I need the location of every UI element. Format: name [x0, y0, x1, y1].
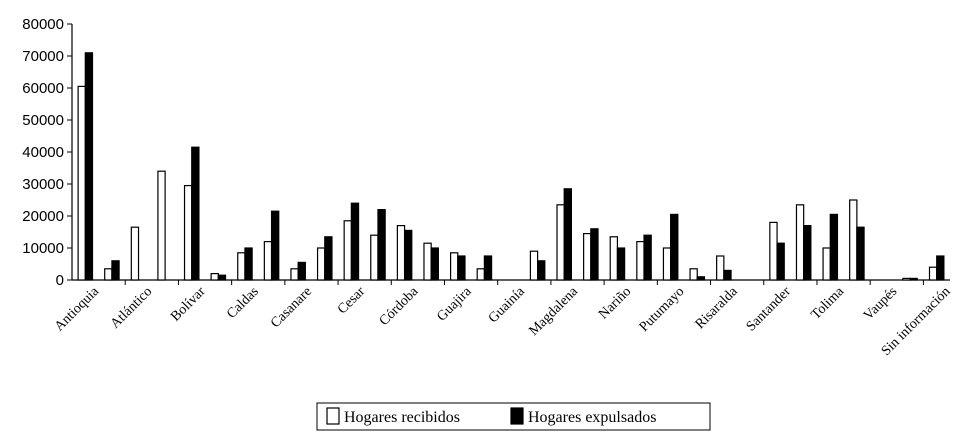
bar-hogares-recibidos	[210, 273, 219, 281]
bar-hogares-recibidos	[902, 277, 911, 281]
bar-hogares-recibidos	[77, 85, 86, 281]
bar-hogares-recibidos	[849, 199, 858, 281]
category-label: Santander	[744, 284, 794, 334]
bars	[77, 52, 945, 281]
bar-hogares-expulsados	[616, 247, 626, 281]
bar-hogares-expulsados	[84, 52, 94, 281]
bar-hogares-expulsados	[590, 228, 599, 281]
bar-hogares-recibidos	[556, 204, 565, 281]
y-tick-label: 0	[56, 272, 64, 289]
bar-hogares-expulsados	[217, 274, 227, 281]
y-tick-label: 80000	[22, 16, 64, 33]
bar-hogares-recibidos	[423, 242, 432, 281]
legend: Hogares recibidos Hogares expulsados	[316, 402, 711, 431]
legend-swatch-hogares-expulsados	[510, 407, 524, 425]
category-label: Putumayo	[637, 284, 688, 335]
bar-hogares-recibidos	[928, 266, 938, 281]
bar-hogares-expulsados	[829, 213, 839, 281]
bar-hogares-expulsados	[430, 247, 439, 281]
y-tick-label: 70000	[22, 48, 64, 65]
bar-hogares-expulsados	[563, 188, 573, 281]
category-label: Tolima	[809, 284, 848, 323]
y-tick-label: 20000	[22, 208, 64, 225]
category-label: Casanare	[268, 284, 315, 331]
bar-hogares-expulsados	[191, 146, 200, 281]
bar-hogares-expulsados	[776, 242, 785, 281]
x-ticks	[124, 280, 924, 285]
bar-hogares-recibidos	[290, 268, 299, 281]
bar-hogares-expulsados	[483, 255, 493, 281]
bar-hogares-recibidos	[529, 250, 539, 281]
bar-hogares-expulsados	[643, 234, 652, 281]
y-ticks: 0 10000 20000 30000 40000 50000 60000 70000 8000…	[22, 16, 72, 289]
category-label: Guainía	[486, 284, 528, 326]
bar-hogares-recibidos	[716, 255, 725, 281]
category-label: Vaupés	[861, 284, 900, 323]
bar-hogares-expulsados	[244, 247, 253, 281]
bar-hogares-recibidos	[343, 220, 352, 281]
bar-hogares-recibidos	[795, 204, 805, 281]
bar-hogares-recibidos	[769, 221, 778, 281]
axes	[71, 24, 950, 281]
bar-hogares-recibidos	[636, 241, 645, 281]
legend-label-hogares-expulsados: Hogares expulsados	[528, 409, 656, 426]
bar-hogares-recibidos	[396, 225, 406, 281]
bar-hogares-recibidos	[662, 247, 672, 281]
bar-hogares-recibidos	[183, 185, 193, 281]
category-label: Antioquia	[52, 284, 103, 335]
bar-hogares-expulsados	[723, 269, 732, 281]
legend-label-hogares-recibidos: Hogares recibidos	[344, 409, 460, 426]
bar-hogares-expulsados	[670, 213, 679, 281]
category-label: Risaralda	[693, 284, 742, 333]
bar-hogares-expulsados	[377, 209, 386, 281]
bar-hogares-recibidos	[822, 247, 831, 281]
bar-hogares-recibidos	[263, 241, 273, 281]
bar-hogares-expulsados	[457, 255, 466, 281]
y-tick-label: 60000	[22, 80, 64, 97]
category-label: Guajira	[434, 284, 475, 325]
bar-hogares-recibidos	[449, 252, 459, 281]
category-labels: Antioquia Atlántico Bolívar Caldas Casanare C…	[52, 284, 954, 359]
category-label: Nariño	[596, 284, 634, 322]
category-label: Atlántico	[108, 284, 155, 331]
bar-hogares-expulsados	[111, 260, 120, 281]
bar-hogares-recibidos	[157, 170, 166, 281]
category-label: Bolívar	[168, 284, 209, 325]
category-label: Cesar	[335, 284, 368, 317]
bar-hogares-recibidos	[316, 247, 326, 281]
bar-hogares-expulsados	[803, 225, 812, 281]
bar-hogares-expulsados	[350, 202, 360, 281]
bar-hogares-expulsados	[270, 210, 280, 281]
bar-hogares-expulsados	[403, 229, 413, 281]
y-tick-label: 40000	[22, 144, 64, 161]
bar-hogares-recibidos	[104, 268, 113, 281]
bar-hogares-recibidos	[583, 233, 592, 281]
bar-hogares-expulsados	[297, 261, 306, 281]
bar-hogares-recibidos	[476, 268, 485, 281]
bar-hogares-expulsados	[936, 255, 945, 281]
bar-hogares-recibidos	[370, 234, 379, 281]
category-label: Córdoba	[377, 284, 422, 329]
bar-hogares-recibidos	[609, 236, 619, 281]
bar-hogares-expulsados	[909, 277, 918, 281]
y-tick-label: 10000	[22, 240, 64, 257]
bar-hogares-expulsados	[324, 236, 333, 281]
bar-hogares-recibidos	[130, 226, 140, 281]
y-tick-label: 30000	[22, 176, 64, 193]
y-tick-label: 50000	[22, 112, 64, 129]
bar-hogares-expulsados	[537, 260, 546, 281]
category-label: Magdalena	[526, 284, 581, 339]
bar-hogares-expulsados	[696, 276, 706, 281]
legend-swatch-hogares-recibidos	[326, 407, 340, 425]
category-label: Caldas	[224, 284, 262, 322]
bar-hogares-recibidos	[689, 268, 698, 281]
bar-hogares-expulsados	[856, 226, 865, 281]
bar-hogares-recibidos	[237, 252, 246, 281]
